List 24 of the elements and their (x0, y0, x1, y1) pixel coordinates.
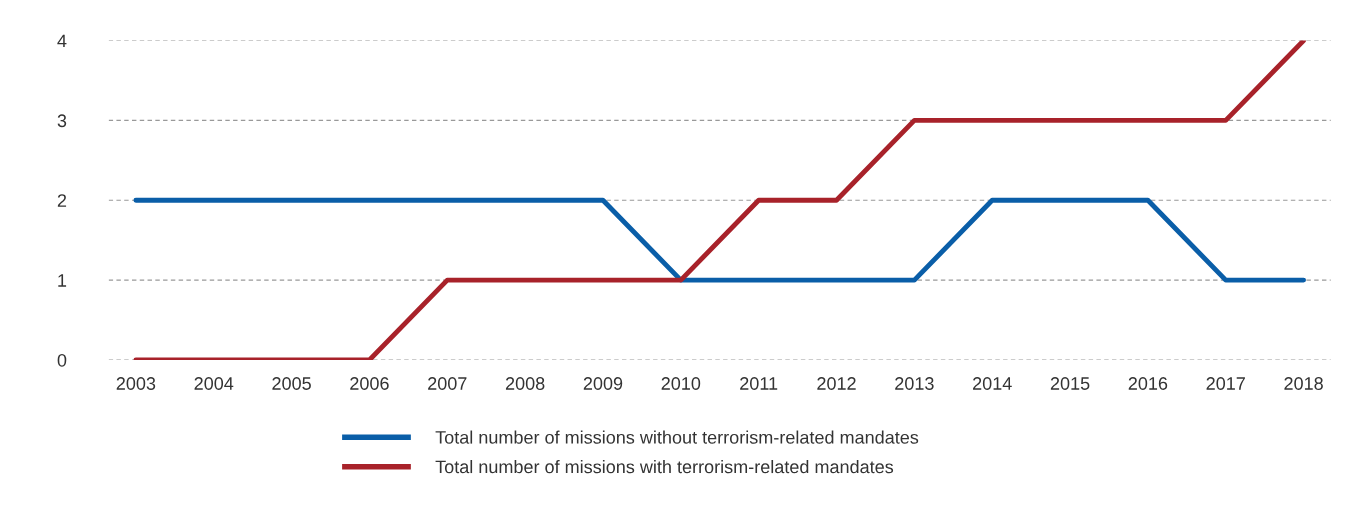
y-tick-label: 0 (57, 353, 67, 367)
y-tick-label: 1 (58, 274, 67, 287)
legend-label: Total number of missions with terrorism-related mandates (435, 459, 894, 474)
x-tick-label: 2007 (428, 377, 467, 390)
x-tick-label: 2004 (194, 377, 234, 390)
x-tick-label: 2009 (583, 377, 623, 390)
x-tick-label: 2018 (1284, 377, 1323, 390)
y-tick-label: 3 (57, 114, 67, 128)
x-tick-label: 2015 (1050, 377, 1090, 390)
y-tick-label: 2 (57, 194, 67, 207)
x-tick-label: 2010 (661, 377, 701, 390)
x-tick-label: 2006 (350, 377, 389, 390)
x-tick-label: 2013 (895, 377, 934, 390)
x-tick-label: 2011 (740, 377, 778, 390)
x-tick-label: 2008 (505, 377, 545, 390)
x-tick-label: 2014 (973, 377, 1012, 390)
x-tick-label: 2016 (1128, 377, 1168, 390)
x-tick-label: 2003 (116, 377, 156, 390)
y-tick-label: 4 (57, 34, 67, 48)
x-tick-label: 2017 (1206, 377, 1245, 390)
x-tick-label: 2005 (272, 377, 311, 390)
x-tick-label: 2012 (817, 377, 856, 390)
legend-label: Total number of missions without terrorism-related mandates (435, 430, 919, 444)
line-series (133, 40, 1307, 360)
